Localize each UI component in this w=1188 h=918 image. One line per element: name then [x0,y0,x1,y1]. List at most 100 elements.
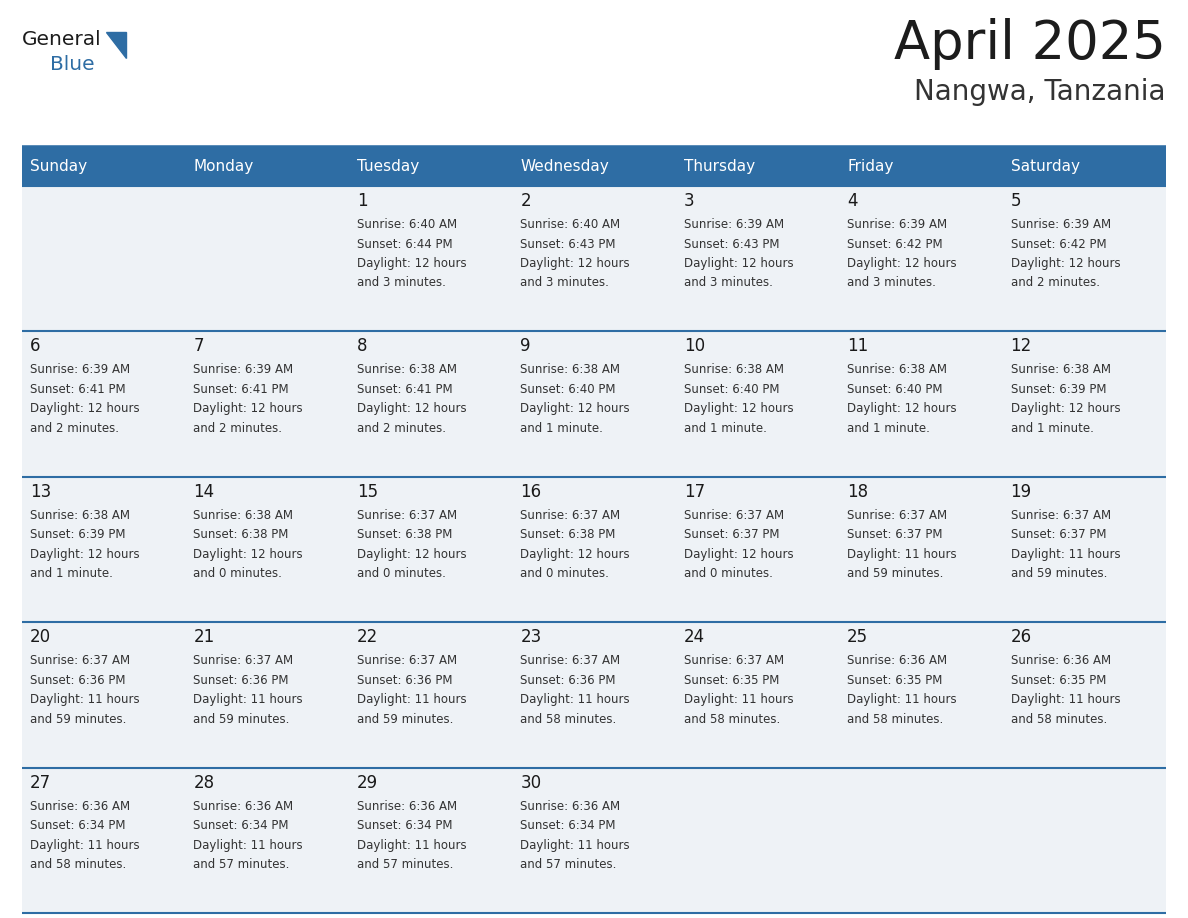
Bar [349,331,512,476]
Text: and 2 minutes.: and 2 minutes. [1011,276,1100,289]
Text: and 59 minutes.: and 59 minutes. [356,712,454,726]
Text: Daylight: 12 hours: Daylight: 12 hours [194,548,303,561]
Text: 20: 20 [30,628,51,646]
Text: and 2 minutes.: and 2 minutes. [356,422,446,435]
Text: Sunset: 6:41 PM: Sunset: 6:41 PM [194,383,289,396]
Text: 12: 12 [1011,338,1032,355]
Bar [676,331,839,476]
Text: Sunset: 6:41 PM: Sunset: 6:41 PM [356,383,453,396]
Text: 8: 8 [356,338,367,355]
Bar [512,331,676,476]
Text: Sunset: 6:40 PM: Sunset: 6:40 PM [520,383,615,396]
Text: and 1 minute.: and 1 minute. [30,567,113,580]
Text: Sunset: 6:42 PM: Sunset: 6:42 PM [1011,238,1106,251]
Text: Sunrise: 6:38 AM: Sunrise: 6:38 AM [30,509,129,521]
Text: 23: 23 [520,628,542,646]
Text: and 57 minutes.: and 57 minutes. [194,858,290,871]
Text: Daylight: 11 hours: Daylight: 11 hours [1011,548,1120,561]
Bar [185,331,349,476]
Text: Daylight: 12 hours: Daylight: 12 hours [520,402,630,416]
Text: Daylight: 11 hours: Daylight: 11 hours [356,693,467,706]
Text: 4: 4 [847,192,858,210]
Text: Daylight: 12 hours: Daylight: 12 hours [356,402,467,416]
Text: Sunset: 6:34 PM: Sunset: 6:34 PM [520,819,615,832]
Text: 3: 3 [684,192,694,210]
Text: Wednesday: Wednesday [520,160,609,174]
Text: Sunset: 6:36 PM: Sunset: 6:36 PM [194,674,289,687]
Text: Sunset: 6:44 PM: Sunset: 6:44 PM [356,238,453,251]
Text: 7: 7 [194,338,204,355]
Text: Sunrise: 6:38 AM: Sunrise: 6:38 AM [1011,364,1111,376]
Polygon shape [106,32,126,58]
Text: Daylight: 12 hours: Daylight: 12 hours [1011,257,1120,270]
Bar [1003,622,1165,767]
Bar [349,186,512,331]
Text: 24: 24 [684,628,704,646]
Text: Sunrise: 6:38 AM: Sunrise: 6:38 AM [847,364,947,376]
Text: Sunrise: 6:36 AM: Sunrise: 6:36 AM [1011,655,1111,667]
Text: Sunset: 6:36 PM: Sunset: 6:36 PM [30,674,126,687]
Text: 14: 14 [194,483,215,501]
Bar [1003,476,1165,622]
Text: Daylight: 12 hours: Daylight: 12 hours [684,402,794,416]
Text: April 2025: April 2025 [895,18,1165,70]
Text: Sunrise: 6:36 AM: Sunrise: 6:36 AM [356,800,457,812]
Text: and 59 minutes.: and 59 minutes. [1011,567,1107,580]
Text: Sunset: 6:43 PM: Sunset: 6:43 PM [684,238,779,251]
Text: and 0 minutes.: and 0 minutes. [194,567,283,580]
Text: Sunrise: 6:37 AM: Sunrise: 6:37 AM [684,509,784,521]
Text: Sunrise: 6:40 AM: Sunrise: 6:40 AM [356,218,457,231]
Text: Sunrise: 6:39 AM: Sunrise: 6:39 AM [30,364,131,376]
Text: Sunset: 6:36 PM: Sunset: 6:36 PM [520,674,615,687]
Text: General: General [23,30,102,49]
Text: Sunset: 6:43 PM: Sunset: 6:43 PM [520,238,615,251]
Text: Sunrise: 6:39 AM: Sunrise: 6:39 AM [847,218,947,231]
Text: Daylight: 11 hours: Daylight: 11 hours [194,693,303,706]
Text: Sunset: 6:35 PM: Sunset: 6:35 PM [1011,674,1106,687]
Text: Sunset: 6:38 PM: Sunset: 6:38 PM [520,528,615,542]
Text: and 59 minutes.: and 59 minutes. [194,712,290,726]
Bar [512,622,676,767]
Bar [349,476,512,622]
Text: 15: 15 [356,483,378,501]
Text: Daylight: 12 hours: Daylight: 12 hours [30,548,140,561]
Text: Nangwa, Tanzania: Nangwa, Tanzania [915,78,1165,106]
Text: 6: 6 [30,338,40,355]
Bar [349,767,512,913]
Text: Sunday: Sunday [30,160,87,174]
Bar [23,767,185,913]
Text: Sunrise: 6:36 AM: Sunrise: 6:36 AM [847,655,947,667]
Text: Sunrise: 6:37 AM: Sunrise: 6:37 AM [30,655,131,667]
Text: 28: 28 [194,774,215,791]
Text: Sunrise: 6:37 AM: Sunrise: 6:37 AM [684,655,784,667]
Text: and 58 minutes.: and 58 minutes. [847,712,943,726]
Text: Sunrise: 6:37 AM: Sunrise: 6:37 AM [356,509,457,521]
Text: Daylight: 11 hours: Daylight: 11 hours [520,693,630,706]
Bar [839,767,1003,913]
Bar [23,331,185,476]
Text: 22: 22 [356,628,378,646]
Text: 11: 11 [847,338,868,355]
Bar [839,622,1003,767]
Bar [676,476,839,622]
Text: Sunset: 6:40 PM: Sunset: 6:40 PM [847,383,942,396]
Text: and 3 minutes.: and 3 minutes. [520,276,609,289]
Text: 25: 25 [847,628,868,646]
Text: Sunrise: 6:37 AM: Sunrise: 6:37 AM [520,509,620,521]
Text: Daylight: 12 hours: Daylight: 12 hours [1011,402,1120,416]
Text: Sunset: 6:40 PM: Sunset: 6:40 PM [684,383,779,396]
Bar [23,476,185,622]
Text: Sunrise: 6:39 AM: Sunrise: 6:39 AM [684,218,784,231]
Text: Sunset: 6:35 PM: Sunset: 6:35 PM [847,674,942,687]
Text: and 2 minutes.: and 2 minutes. [30,422,119,435]
Text: Tuesday: Tuesday [356,160,419,174]
Text: 26: 26 [1011,628,1031,646]
Text: and 1 minute.: and 1 minute. [684,422,766,435]
Text: Sunrise: 6:40 AM: Sunrise: 6:40 AM [520,218,620,231]
Text: Sunrise: 6:39 AM: Sunrise: 6:39 AM [194,364,293,376]
Text: 18: 18 [847,483,868,501]
Text: 29: 29 [356,774,378,791]
Text: and 0 minutes.: and 0 minutes. [520,567,609,580]
Bar [185,622,349,767]
Text: 17: 17 [684,483,704,501]
